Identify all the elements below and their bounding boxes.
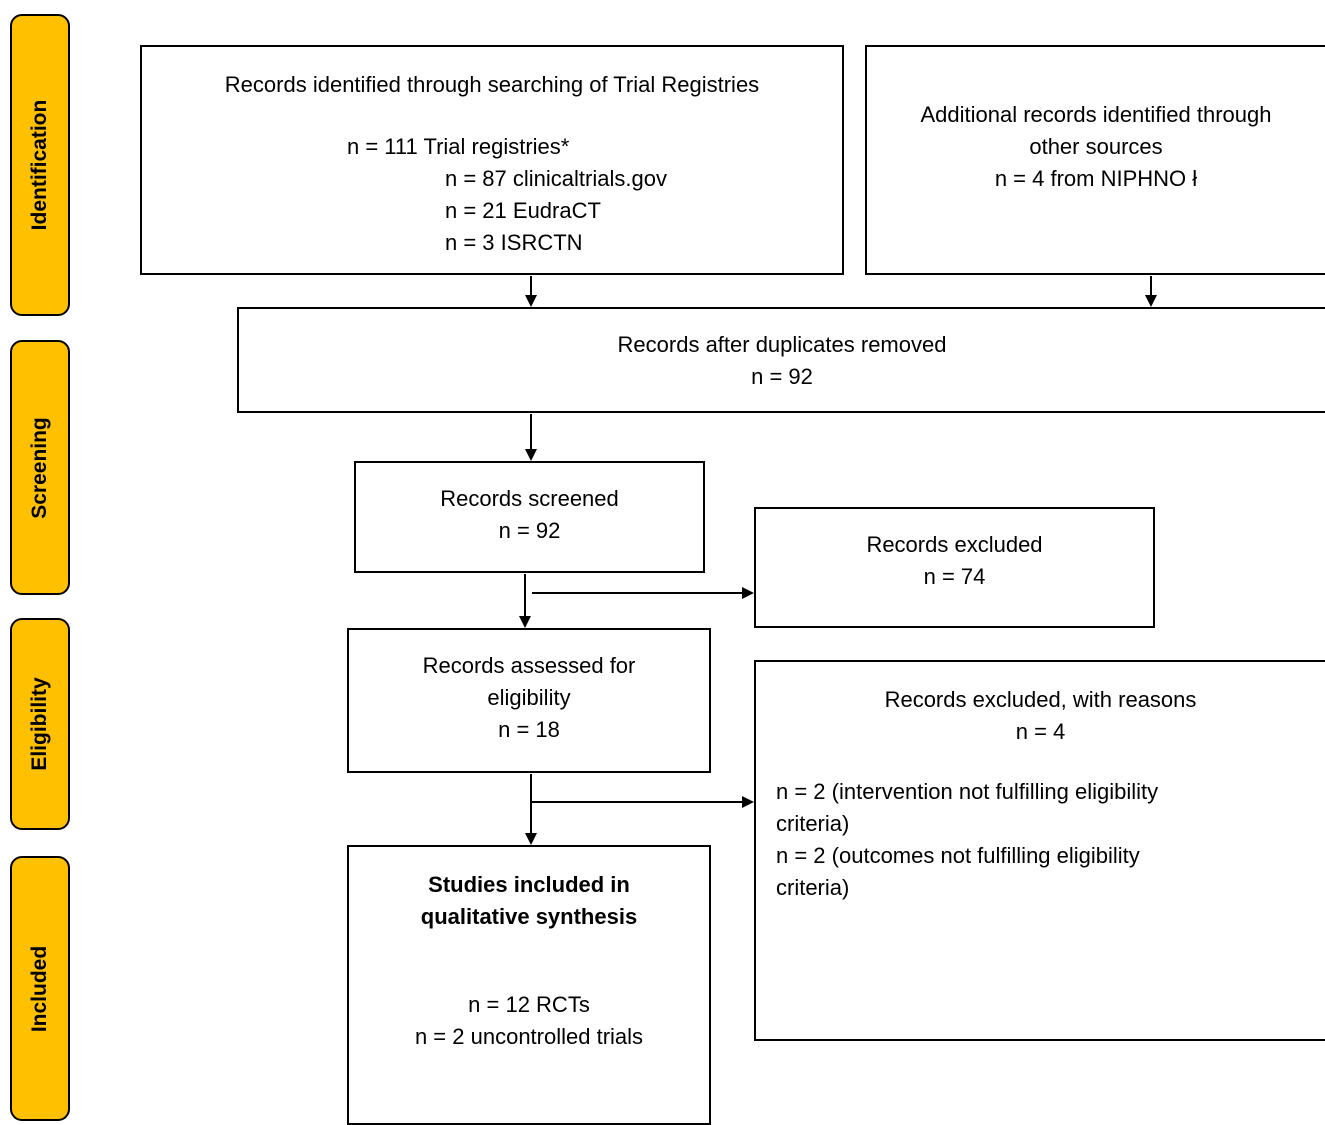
- phase-identification: Identification: [10, 14, 70, 316]
- reason-outcomes-cont: criteria): [776, 875, 850, 900]
- duplicates-count: n = 92: [751, 364, 813, 389]
- reason-intervention-cont: criteria): [776, 811, 850, 836]
- registries-clinicaltrials: n = 87 clinicaltrials.gov: [445, 166, 667, 191]
- additional-count: n = 4 from NIPHNO ł: [994, 166, 1198, 191]
- reason-outcomes: n = 2 (outcomes not fulfilling eligibili…: [776, 843, 1140, 868]
- included-uncontrolled-count: n = 2 uncontrolled trials: [414, 1024, 644, 1049]
- registries-title: Records identified through searching of …: [224, 72, 760, 97]
- registries-isrctn: n = 3 ISRCTN: [445, 230, 583, 255]
- excluded-reasons-list: n = 2 (intervention not fulfilling eligi…: [776, 776, 1158, 904]
- reason-intervention: n = 2 (intervention not fulfilling eligi…: [776, 779, 1159, 804]
- excluded-reasons-count: n = 4: [1015, 719, 1066, 744]
- box-excluded-with-reasons: Records excluded, with reasons n = 4 n =…: [754, 660, 1325, 1041]
- phase-included: Included: [10, 856, 70, 1121]
- registries-eudract: n = 21 EudraCT: [445, 198, 601, 223]
- excluded-reasons-title: Records excluded, with reasons: [884, 687, 1197, 712]
- assessed-line2: eligibility: [487, 685, 571, 710]
- box-records-excluded: Records excluded n = 74: [754, 507, 1155, 628]
- box-records-screened: Records screened n = 92: [354, 461, 705, 573]
- additional-line2: other sources: [1029, 134, 1163, 159]
- box-registries: Records identified through searching of …: [140, 45, 844, 275]
- box-additional-records: Additional records identified through ot…: [865, 45, 1325, 275]
- screened-title: Records screened: [440, 486, 619, 511]
- included-title-line2: qualitative synthesis: [420, 904, 638, 929]
- included-rct-count: n = 12 RCTs: [468, 992, 590, 1017]
- phase-eligibility: Eligibility: [10, 618, 70, 830]
- additional-line1: Additional records identified through: [920, 102, 1272, 127]
- assessed-count: n = 18: [498, 717, 560, 742]
- excluded-title: Records excluded: [866, 532, 1043, 557]
- box-duplicates-removed: Records after duplicates removed n = 92: [237, 307, 1325, 413]
- included-title-line1: Studies included in: [428, 872, 630, 897]
- excluded-count: n = 74: [923, 564, 986, 589]
- registries-total: n = 111 Trial registries*: [347, 134, 570, 159]
- box-assessed-eligibility: Records assessed for eligibility n = 18: [347, 628, 711, 773]
- assessed-line1: Records assessed for: [422, 653, 636, 678]
- phase-screening: Screening: [10, 340, 70, 595]
- screened-count: n = 92: [498, 518, 561, 543]
- duplicates-title: Records after duplicates removed: [617, 332, 947, 357]
